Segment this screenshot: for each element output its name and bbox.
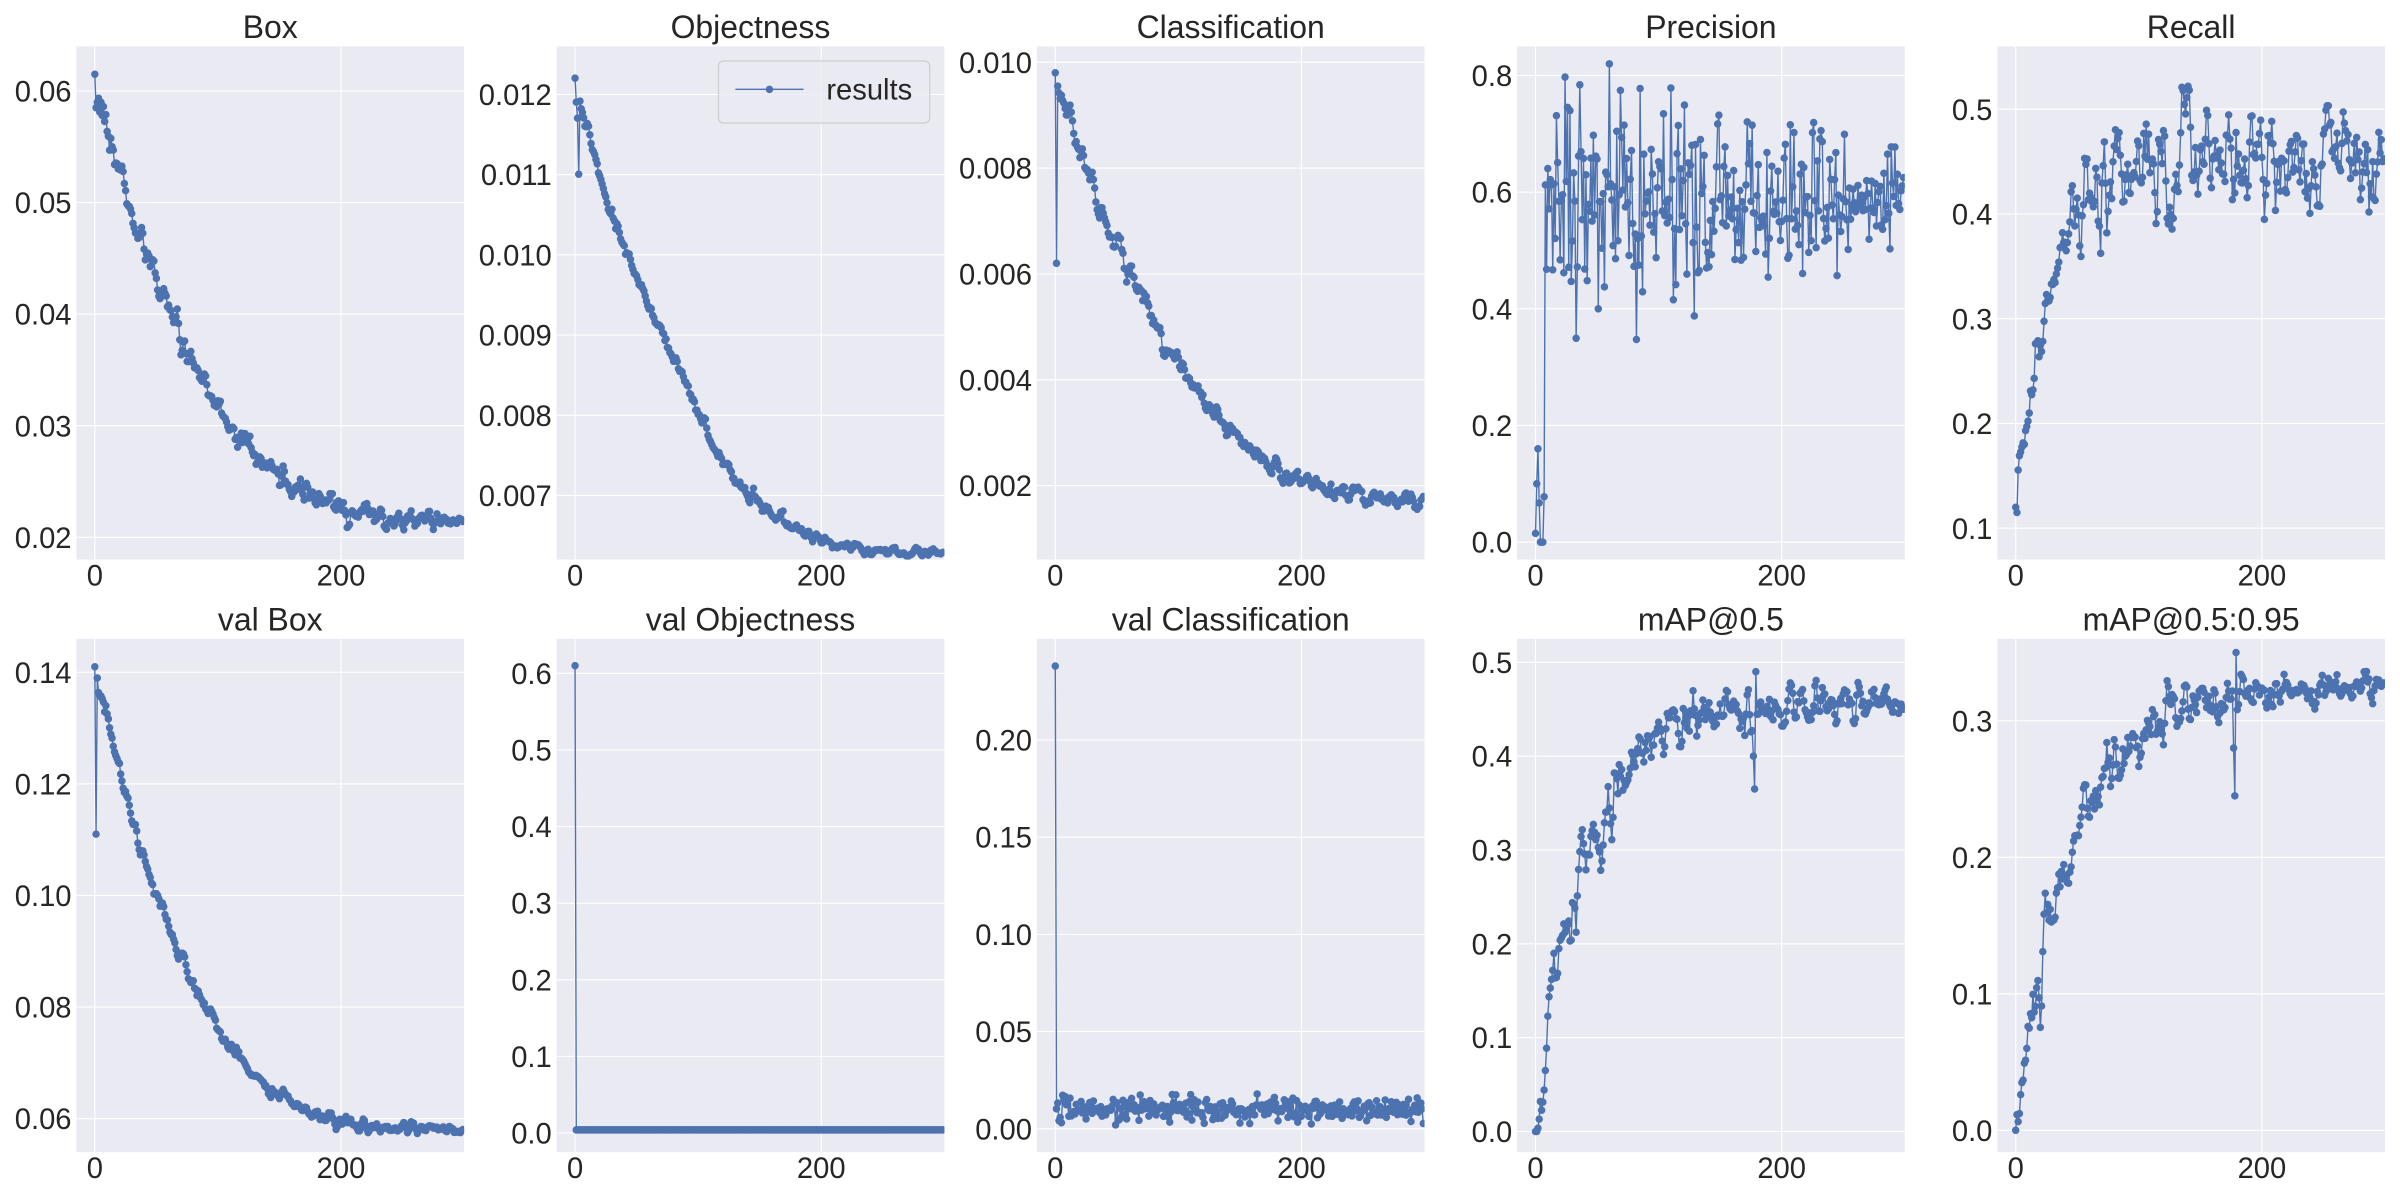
svg-text:0.002: 0.002: [959, 471, 1032, 503]
svg-text:0.05: 0.05: [975, 1017, 1032, 1049]
svg-text:0.02: 0.02: [15, 523, 72, 555]
svg-text:0.3: 0.3: [1952, 304, 1993, 336]
svg-text:0.2: 0.2: [511, 965, 552, 997]
svg-text:200: 200: [797, 1153, 846, 1185]
svg-text:0.010: 0.010: [479, 240, 552, 272]
svg-text:0: 0: [2008, 561, 2024, 593]
svg-text:200: 200: [317, 1153, 366, 1185]
svg-text:0.3: 0.3: [1472, 836, 1513, 868]
svg-text:0: 0: [567, 1153, 583, 1185]
svg-text:0.03: 0.03: [15, 411, 72, 443]
svg-text:0.006: 0.006: [959, 259, 1032, 291]
svg-text:0.010: 0.010: [959, 48, 1032, 80]
svg-text:0.2: 0.2: [1472, 929, 1513, 961]
svg-text:Classification: Classification: [1137, 9, 1325, 45]
svg-text:0.0: 0.0: [1472, 1117, 1513, 1149]
svg-text:val Classification: val Classification: [1112, 602, 1350, 638]
svg-text:0.6: 0.6: [511, 659, 552, 691]
svg-text:0.2: 0.2: [1952, 843, 1993, 875]
svg-text:0.06: 0.06: [15, 77, 72, 109]
svg-text:200: 200: [1277, 1153, 1326, 1185]
svg-text:val Objectness: val Objectness: [646, 602, 855, 638]
svg-text:0: 0: [87, 561, 103, 593]
svg-text:0.20: 0.20: [975, 726, 1032, 758]
svg-text:0: 0: [567, 561, 583, 593]
svg-text:mAP@0.5: mAP@0.5: [1638, 602, 1784, 638]
svg-text:results: results: [826, 75, 912, 107]
svg-text:0: 0: [1047, 561, 1063, 593]
svg-text:0.3: 0.3: [1952, 706, 1993, 738]
svg-text:200: 200: [797, 561, 846, 593]
svg-text:Box: Box: [243, 9, 298, 45]
svg-text:200: 200: [2238, 1153, 2287, 1185]
svg-text:0: 0: [1047, 1153, 1063, 1185]
svg-text:0.008: 0.008: [479, 401, 552, 433]
svg-text:0.012: 0.012: [479, 80, 552, 112]
svg-text:0.4: 0.4: [1952, 200, 1993, 232]
svg-text:0: 0: [1527, 1153, 1543, 1185]
svg-text:0.0: 0.0: [1952, 1116, 1993, 1148]
svg-text:Precision: Precision: [1645, 9, 1776, 45]
svg-text:0.04: 0.04: [15, 300, 72, 332]
svg-text:0.5: 0.5: [511, 735, 552, 767]
svg-text:0.12: 0.12: [15, 769, 72, 801]
svg-text:0: 0: [1527, 561, 1543, 593]
svg-text:0.2: 0.2: [1952, 409, 1993, 441]
svg-text:0.4: 0.4: [1472, 742, 1513, 774]
svg-text:0.1: 0.1: [1952, 514, 1993, 546]
svg-text:0.10: 0.10: [15, 881, 72, 913]
svg-text:0.06: 0.06: [15, 1104, 72, 1136]
svg-text:0.15: 0.15: [975, 823, 1032, 855]
svg-text:0.8: 0.8: [1472, 61, 1513, 93]
svg-text:0: 0: [2008, 1153, 2024, 1185]
svg-text:0.2: 0.2: [1472, 411, 1513, 443]
svg-text:0.5: 0.5: [1952, 95, 1993, 127]
svg-text:0.3: 0.3: [511, 889, 552, 921]
svg-text:0.007: 0.007: [479, 481, 552, 513]
svg-text:val Box: val Box: [218, 602, 323, 638]
svg-text:0.6: 0.6: [1472, 178, 1513, 210]
svg-text:0.004: 0.004: [959, 365, 1032, 397]
svg-text:0.10: 0.10: [975, 920, 1032, 952]
svg-text:0.0: 0.0: [511, 1119, 552, 1151]
svg-text:0.08: 0.08: [15, 993, 72, 1025]
svg-text:200: 200: [2238, 561, 2287, 593]
svg-text:0.008: 0.008: [959, 154, 1032, 186]
svg-text:0.00: 0.00: [975, 1114, 1032, 1146]
svg-text:200: 200: [1757, 1153, 1806, 1185]
svg-text:0.1: 0.1: [511, 1042, 552, 1074]
svg-text:200: 200: [1757, 561, 1806, 593]
svg-text:mAP@0.5:0.95: mAP@0.5:0.95: [2083, 602, 2300, 638]
svg-text:0.4: 0.4: [511, 812, 552, 844]
svg-text:0.1: 0.1: [1472, 1023, 1513, 1055]
svg-text:200: 200: [317, 561, 366, 593]
svg-text:0.5: 0.5: [1472, 648, 1513, 680]
svg-text:0.05: 0.05: [15, 188, 72, 220]
svg-text:0.009: 0.009: [479, 321, 552, 353]
svg-text:Recall: Recall: [2147, 9, 2236, 45]
svg-text:200: 200: [1277, 561, 1326, 593]
svg-text:0.1: 0.1: [1952, 979, 1993, 1011]
svg-text:0.011: 0.011: [481, 160, 552, 192]
svg-text:0.14: 0.14: [15, 658, 72, 690]
svg-text:0.4: 0.4: [1472, 294, 1513, 326]
svg-text:0.0: 0.0: [1472, 528, 1513, 560]
svg-text:Objectness: Objectness: [671, 9, 831, 45]
svg-text:0: 0: [87, 1153, 103, 1185]
